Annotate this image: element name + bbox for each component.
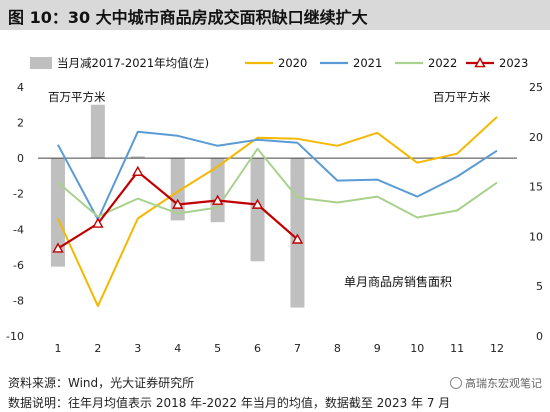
marker-2023 bbox=[52, 242, 64, 253]
left-tick-label: -8 bbox=[13, 294, 24, 307]
line-series bbox=[52, 116, 498, 308]
legend-label-2023: 2023 bbox=[499, 56, 528, 70]
left-tick-label: -4 bbox=[13, 223, 24, 236]
x-tick-label: 12 bbox=[490, 342, 504, 355]
watermark-text: 高瑞东宏观笔记 bbox=[465, 377, 542, 390]
bar-month-6 bbox=[250, 158, 265, 262]
x-tick-label: 7 bbox=[294, 342, 301, 355]
x-tick-label: 2 bbox=[94, 342, 101, 355]
bar-month-5 bbox=[210, 158, 225, 223]
marker-2023 bbox=[172, 198, 184, 209]
marker-2023 bbox=[92, 217, 104, 228]
x-tick-label: 3 bbox=[134, 342, 141, 355]
figure-header: 图 10：30 大中城市商品房成交面积缺口继续扩大 bbox=[0, 0, 550, 30]
right-tick-label: 10 bbox=[529, 230, 543, 243]
line-2022 bbox=[57, 147, 498, 219]
legend: 当月减2017-2021年均值(左) 2020 2021 2022 2023 bbox=[30, 56, 528, 70]
legend-label-2020: 2020 bbox=[278, 56, 307, 70]
watermark: 高瑞东宏观笔记 bbox=[450, 375, 542, 391]
footer-source: 资料来源：Wind，光大证券研究所 bbox=[8, 376, 195, 390]
marker-2023 bbox=[211, 194, 224, 205]
left-tick-label: -2 bbox=[13, 188, 24, 201]
x-tick-label: 4 bbox=[174, 342, 181, 355]
left-tick-label: 4 bbox=[17, 81, 24, 94]
right-tick-label: 20 bbox=[529, 131, 543, 144]
left-tick-label: -10 bbox=[6, 330, 24, 343]
legend-label-2021: 2021 bbox=[353, 56, 382, 70]
legend-swatch-bar bbox=[30, 57, 52, 69]
figure-title: 图 10：30 大中城市商品房成交面积缺口继续扩大 bbox=[8, 8, 368, 27]
line-2021 bbox=[57, 130, 498, 221]
x-tick-label: 1 bbox=[54, 342, 61, 355]
x-tick-label: 9 bbox=[374, 342, 381, 355]
x-tick-label: 11 bbox=[450, 342, 464, 355]
left-tick-label: 2 bbox=[17, 117, 24, 130]
x-tick-label: 10 bbox=[410, 342, 424, 355]
wechat-icon bbox=[450, 377, 462, 389]
x-tick-label: 8 bbox=[334, 342, 341, 355]
left-axis-label: 百万平方米 bbox=[48, 90, 106, 104]
legend-label-2022: 2022 bbox=[428, 56, 457, 70]
line-2020 bbox=[57, 116, 498, 308]
bar-month-3 bbox=[130, 156, 145, 159]
right-tick-label: 15 bbox=[529, 181, 543, 194]
bar-month-2 bbox=[90, 104, 105, 159]
right-tick-label: 25 bbox=[529, 81, 543, 94]
marker-2023 bbox=[251, 198, 264, 209]
left-tick-label: -6 bbox=[13, 259, 24, 272]
x-tick-label: 5 bbox=[214, 342, 221, 355]
bar-month-7 bbox=[290, 158, 305, 308]
x-tick-label: 6 bbox=[254, 342, 261, 355]
left-tick-label: 0 bbox=[17, 152, 24, 165]
legend-marker-2023 bbox=[474, 57, 486, 68]
annotation-label: 单月商品房销售面积 bbox=[344, 274, 452, 289]
right-tick-label: 0 bbox=[536, 330, 543, 343]
right-axis-label: 百万平方米 bbox=[433, 90, 491, 104]
right-tick-label: 5 bbox=[536, 280, 543, 293]
marker-2023 bbox=[132, 165, 144, 176]
legend-label-bar: 当月减2017-2021年均值(左) bbox=[57, 56, 209, 70]
footer-note: 数据说明：往年月均值表示 2018 年-2022 年当月的均值，数据截至 202… bbox=[8, 396, 451, 410]
marker-2023 bbox=[291, 233, 304, 244]
